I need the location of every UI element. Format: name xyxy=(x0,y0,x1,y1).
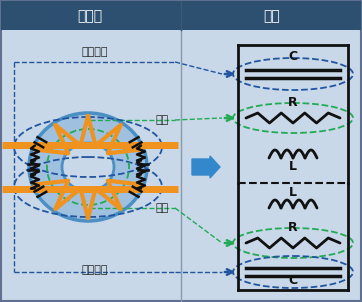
Text: 名称: 名称 xyxy=(264,9,281,23)
Text: 実態図: 実態図 xyxy=(77,9,102,23)
Ellipse shape xyxy=(29,113,147,221)
Polygon shape xyxy=(1,1,361,30)
Text: R: R xyxy=(288,96,298,109)
Text: 浮遊容量: 浮遊容量 xyxy=(82,265,108,275)
Text: L: L xyxy=(289,186,297,199)
Text: L: L xyxy=(289,160,297,173)
FancyArrow shape xyxy=(192,156,220,178)
Text: R: R xyxy=(288,221,298,234)
Text: C: C xyxy=(289,50,298,63)
Text: 鉄損: 鉄損 xyxy=(155,203,168,213)
Text: 鉄損: 鉄損 xyxy=(155,115,168,125)
Ellipse shape xyxy=(62,143,114,191)
Text: 浮遊容量: 浮遊容量 xyxy=(82,47,108,57)
Text: C: C xyxy=(289,274,298,287)
